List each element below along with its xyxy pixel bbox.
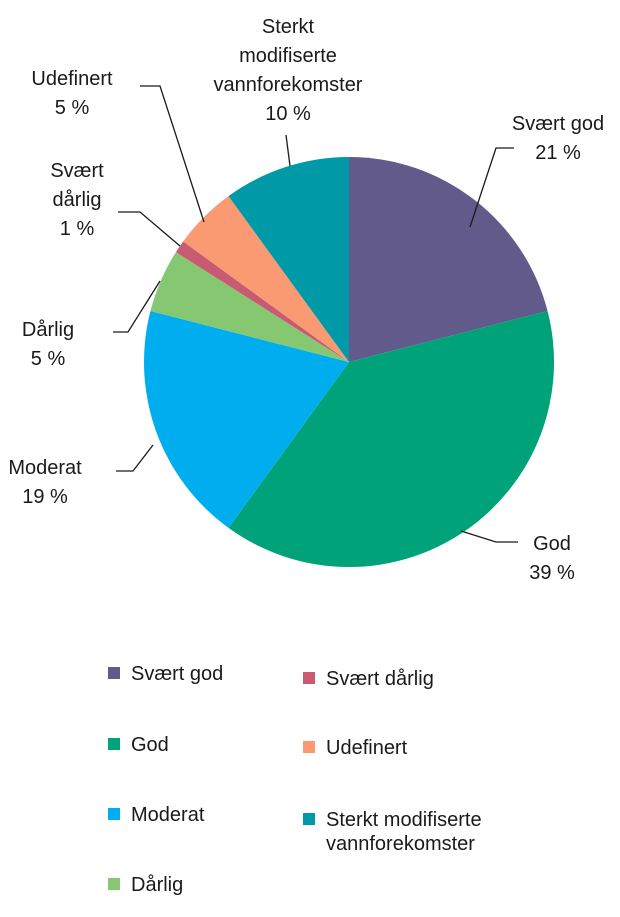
- legend-item-god: God: [108, 733, 331, 757]
- data-label-svaert-god: Svært god 21 %: [512, 113, 604, 164]
- pie-slice-darlig: [150, 252, 349, 362]
- data-label-udefinert: Udefinert 5 %: [31, 68, 113, 119]
- leader-line-god: [460, 530, 518, 543]
- legend-label: Moderat: [131, 804, 205, 826]
- legend-label: Sterkt modifiserte vannforekomster: [326, 809, 482, 855]
- legend-item-svaert-darlig: Svært dårlig: [303, 667, 526, 691]
- data-label-sterkt-modifiserte: Sterkt modifiserte vannforekomster 10 %: [214, 16, 363, 125]
- legend-item-svaert-god: Svært god: [108, 662, 331, 686]
- data-label-moderat: Moderat 19 %: [8, 457, 82, 508]
- legend-swatch: [108, 738, 120, 750]
- data-label-darlig: Dårlig 5 %: [22, 319, 74, 370]
- pie-slice-svaert-darlig: [175, 241, 349, 362]
- legend-label: Svært dårlig: [326, 668, 434, 690]
- legend-label: Dårlig: [131, 874, 184, 896]
- leader-line-svaert-darlig: [118, 211, 181, 247]
- legend-item-sterkt-modifiserte: Sterkt modifiserte vannforekomster: [303, 808, 526, 856]
- data-label-svaert-darlig: Svært dårlig 1 %: [50, 160, 104, 240]
- legend-label: Svært god: [131, 663, 224, 685]
- leader-line-udefinert: [140, 85, 205, 223]
- pie-slice-udefinert: [183, 196, 349, 362]
- legend-swatch: [108, 667, 120, 679]
- legend-item-darlig: Dårlig: [108, 873, 331, 897]
- legend-item-moderat: Moderat: [108, 803, 331, 827]
- leader-line-sterkt-modifiserte: [285, 134, 291, 167]
- legend-swatch: [108, 878, 120, 890]
- pie-slice-god: [228, 311, 555, 568]
- legend-swatch: [303, 813, 315, 825]
- pie-slice-sterkt-modifiserte: [228, 157, 349, 362]
- legend-swatch: [108, 808, 120, 820]
- leader-line-svaert-god: [469, 147, 514, 228]
- pie-slice-moderat: [143, 311, 349, 528]
- legend-label: God: [131, 734, 169, 756]
- legend-label: Udefinert: [326, 737, 408, 759]
- legend-item-udefinert: Udefinert: [303, 736, 526, 760]
- leader-line-darlig: [113, 280, 161, 333]
- leader-line-moderat: [116, 444, 154, 472]
- legend-swatch: [303, 741, 315, 753]
- pie-slice-svaert-god: [349, 157, 548, 362]
- legend-swatch: [303, 672, 315, 684]
- data-label-god: God 39 %: [529, 533, 575, 584]
